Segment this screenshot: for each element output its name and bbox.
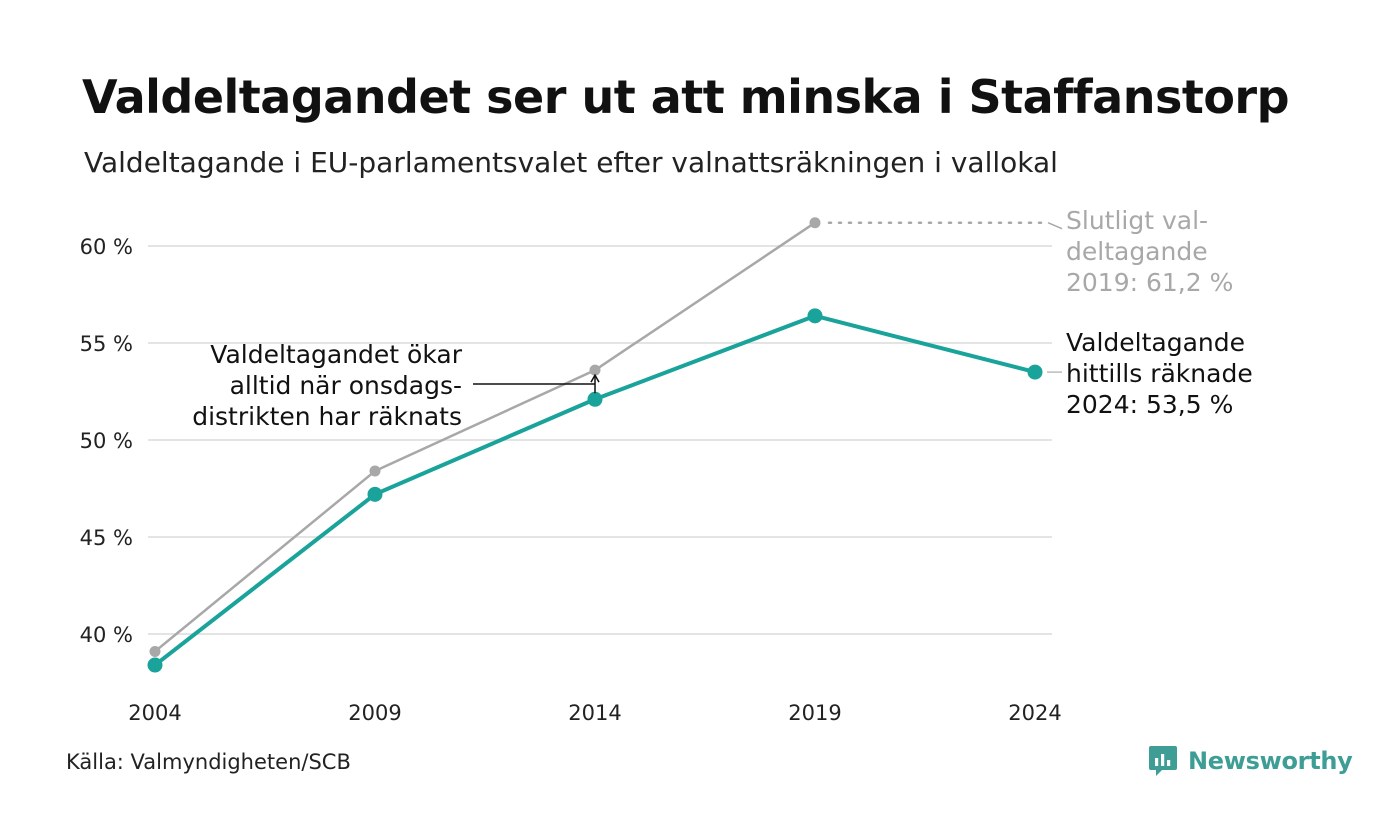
election-night-turnout-point: [147, 657, 163, 673]
series-points: [147, 217, 1043, 673]
x-axis-ticks: 2004 2009 2014 2019 2024: [128, 701, 1061, 725]
source-note: Källa: Valmyndigheten/SCB: [66, 750, 351, 774]
current-2024-label: Valdeltagande hittills räknade 2024: 53,5 …: [1066, 328, 1253, 419]
y-tick-label: 60 %: [80, 235, 133, 259]
final-turnout-point: [369, 465, 381, 477]
y-tick-label: 40 %: [80, 623, 133, 647]
final-2019-label: Slutligt val-deltagande 2019: 61,2 %: [1066, 206, 1233, 297]
chart-subtitle: Valdeltagande i EU-parlamentsvalet efter…: [84, 146, 1058, 179]
brand-logo: Newsworthy: [1148, 744, 1353, 778]
final-turnout-point: [149, 645, 161, 657]
final-turnout-point: [809, 217, 821, 229]
election-night-turnout-point: [1027, 364, 1043, 380]
gridlines: [148, 245, 1052, 635]
final-turnout-line: [154, 221, 816, 653]
x-tick-label: 2014: [568, 701, 621, 725]
x-tick-label: 2024: [1008, 701, 1061, 725]
annotations: Slutligt val-deltagande 2019: 61,2 % Valde…: [192, 206, 1252, 431]
election-night-turnout-point: [807, 308, 823, 324]
election-night-turnout-point: [587, 391, 603, 407]
series-lines: [153, 221, 1036, 667]
x-tick-label: 2019: [788, 701, 841, 725]
y-axis-ticks: 40 % 45 % 50 % 55 % 60 %: [80, 235, 133, 647]
brand-name: Newsworthy: [1188, 747, 1353, 775]
newsworthy-logo-icon: [1149, 746, 1177, 776]
line-chart: 40 % 45 % 50 % 55 % 60 % 2004 2009 2014 2019 202…: [80, 206, 1253, 725]
annotation-arrowhead: [590, 373, 600, 383]
chart-title: Valdeltagandet ser ut att minska i Staff…: [82, 70, 1290, 124]
y-tick-label: 45 %: [80, 526, 133, 550]
election-night-turnout-point: [367, 486, 383, 502]
wednesday-annotation: Valdeltagandet ökar alltid när onsdags-di…: [192, 340, 462, 431]
x-tick-label: 2009: [348, 701, 401, 725]
final-turnout-point: [589, 364, 601, 376]
x-tick-label: 2004: [128, 701, 181, 725]
y-tick-label: 55 %: [80, 332, 133, 356]
final-2019-leader: [1047, 222, 1063, 230]
y-tick-label: 50 %: [80, 429, 133, 453]
